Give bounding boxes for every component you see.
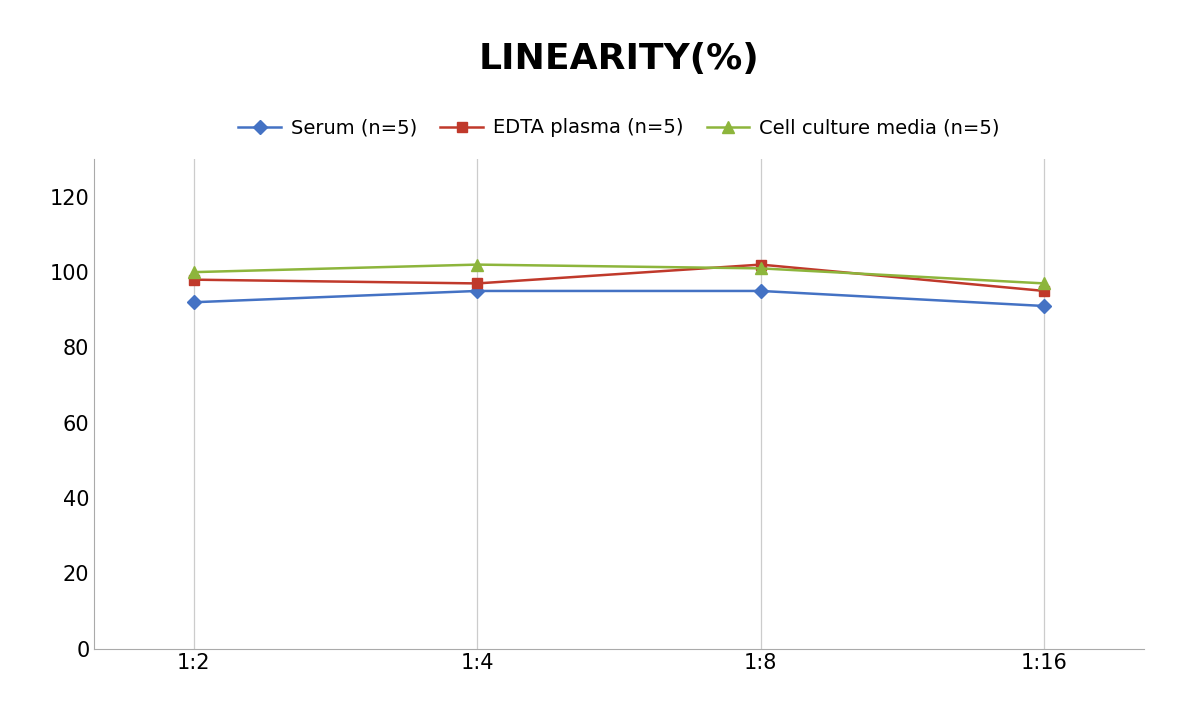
Cell culture media (n=5) [186,268,200,276]
EDTA plasma (n=5) [753,260,768,269]
Serum (n=5) [753,287,768,295]
Cell culture media (n=5) [1038,279,1052,288]
Text: LINEARITY(%): LINEARITY(%) [479,42,759,76]
Serum (n=5) [1038,302,1052,310]
Line: Cell culture media (n=5): Cell culture media (n=5) [187,259,1050,289]
Serum (n=5) [186,298,200,307]
Line: Serum (n=5): Serum (n=5) [189,286,1049,311]
Cell culture media (n=5) [753,264,768,273]
Cell culture media (n=5) [470,260,485,269]
Serum (n=5) [470,287,485,295]
Legend: Serum (n=5), EDTA plasma (n=5), Cell culture media (n=5): Serum (n=5), EDTA plasma (n=5), Cell cul… [230,111,1008,145]
EDTA plasma (n=5) [470,279,485,288]
Line: EDTA plasma (n=5): EDTA plasma (n=5) [189,259,1049,296]
EDTA plasma (n=5) [1038,287,1052,295]
EDTA plasma (n=5) [186,276,200,284]
